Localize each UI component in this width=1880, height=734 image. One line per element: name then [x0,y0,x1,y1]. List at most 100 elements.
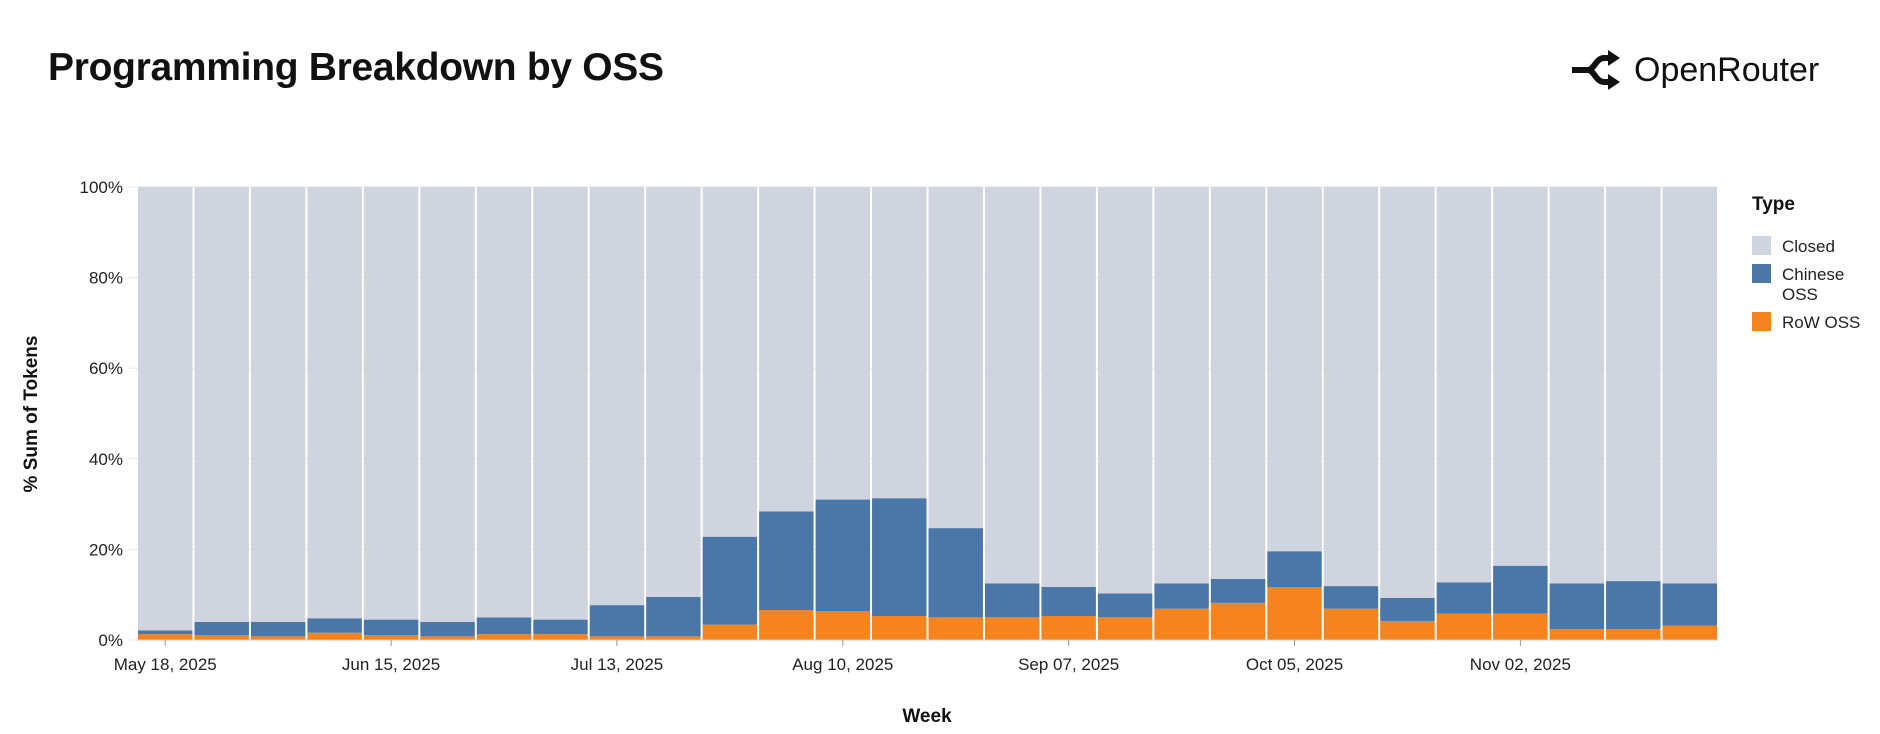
bar-row-oss [1323,608,1379,640]
bar-chinese-oss [702,536,758,625]
x-tick-label: Nov 02, 2025 [1470,655,1571,674]
bar-chinese-oss [307,618,362,633]
bar-row-oss [872,615,927,640]
legend-swatch [1752,264,1771,283]
legend: Type Closed Chinese OSS RoW OSS [1752,194,1860,332]
bar-closed [533,187,588,620]
legend-title: Type [1752,194,1795,215]
legend-swatch [1752,236,1771,255]
bar-closed [363,187,419,620]
bar-row-oss [1097,617,1153,640]
bar-row-oss [1267,586,1322,640]
legend-label: Closed [1782,237,1835,256]
legend-swatch [1752,312,1771,331]
bar-chinese-oss [1493,565,1548,614]
bar-chinese-oss [1267,551,1322,587]
x-axis: May 18, 2025 Jun 15, 2025 Jul 13, 2025 Aug … [114,639,1718,674]
bar-closed [1041,187,1096,587]
x-tick-label: Jun 15, 2025 [342,655,440,674]
bar-row-oss [138,634,193,640]
bar-chinese-oss [928,528,983,618]
legend-label: RoW OSS [1782,313,1860,332]
bar-closed [984,187,1040,584]
bar-row-oss [646,636,701,640]
bar-row-oss [1606,629,1661,640]
openrouter-logo-icon [1572,50,1620,90]
bar-closed [1210,187,1266,579]
openrouter-logo: OpenRouter [1570,50,1819,90]
bar-closed [420,187,475,622]
bar-chinese-oss [420,621,475,637]
x-tick-label: Oct 05, 2025 [1246,655,1343,674]
legend-label: Chinese OSS [1782,265,1844,304]
bar-closed [1606,187,1661,582]
bar-closed [1323,187,1379,587]
bar-row-oss [815,611,871,640]
bar-closed [1662,187,1717,584]
bar-row-oss [1436,613,1492,640]
bar-closed [307,187,362,619]
bar-closed [1549,187,1605,584]
bar-row-oss [1493,613,1548,640]
bar-closed [815,187,871,500]
bar-row-oss [1549,629,1605,640]
x-tick-label: Sep 07, 2025 [1018,655,1119,674]
x-axis-title: Week [902,706,952,727]
bar-closed [194,187,249,622]
bar-chinese-oss [194,621,249,636]
x-tick-label: May 18, 2025 [114,655,217,674]
bar-closed [250,187,306,622]
y-tick-label: 0% [98,631,123,650]
bar-row-oss [1041,615,1096,640]
bar-closed [138,187,193,631]
bar-row-oss [194,635,249,640]
bar-row-oss [250,636,306,640]
bar-chinese-oss [250,621,306,637]
bar-closed [1380,187,1435,598]
bar-row-oss [363,635,419,640]
bar-chinese-oss [138,630,193,635]
y-tick-label: 20% [89,540,123,559]
bar-closed [928,187,983,529]
bar-chinese-oss [1549,583,1605,630]
bar-chinese-oss [759,511,814,611]
bar-row-oss [984,617,1040,640]
y-axis: 0% 20% 40% 60% 80% 100% [80,178,123,650]
bar-closed [759,187,814,512]
bar-closed [476,187,532,618]
bar-closed [646,187,701,597]
chart-title: Programming Breakdown by OSS [48,46,664,89]
bar-row-oss [307,632,362,640]
y-tick-label: 60% [89,359,123,378]
bar-chinese-oss [1097,593,1153,618]
bar-chinese-oss [1323,586,1379,609]
bar-closed [872,187,927,499]
x-tick-label: Aug 10, 2025 [792,655,893,674]
bar-chinese-oss [646,596,701,637]
brand-name: OpenRouter [1634,50,1820,89]
bar-row-oss [420,636,475,640]
bar-chinese-oss [589,605,645,637]
bar-chinese-oss [1210,578,1266,603]
y-axis-title: % Sum of Tokens [21,336,42,493]
bar-chinese-oss [1606,581,1661,630]
bar-chinese-oss [1662,583,1717,626]
bar-chinese-oss [815,499,871,612]
bar-row-oss [1380,620,1435,640]
bar-closed [1097,187,1153,594]
bar-row-oss [1210,602,1266,640]
bar-chinese-oss [363,619,419,636]
bar-chinese-oss [1041,586,1096,616]
bar-closed [589,187,645,606]
bar-row-oss [759,610,814,640]
bar-row-oss [589,636,645,640]
bar-closed [1267,187,1322,552]
bars [138,187,1717,640]
x-tick-label: Jul 13, 2025 [571,655,664,674]
bar-row-oss [1662,625,1717,640]
bar-chinese-oss [1154,583,1209,609]
bar-row-oss [928,617,983,640]
bar-chinese-oss [476,617,532,635]
bar-closed [1154,187,1209,584]
